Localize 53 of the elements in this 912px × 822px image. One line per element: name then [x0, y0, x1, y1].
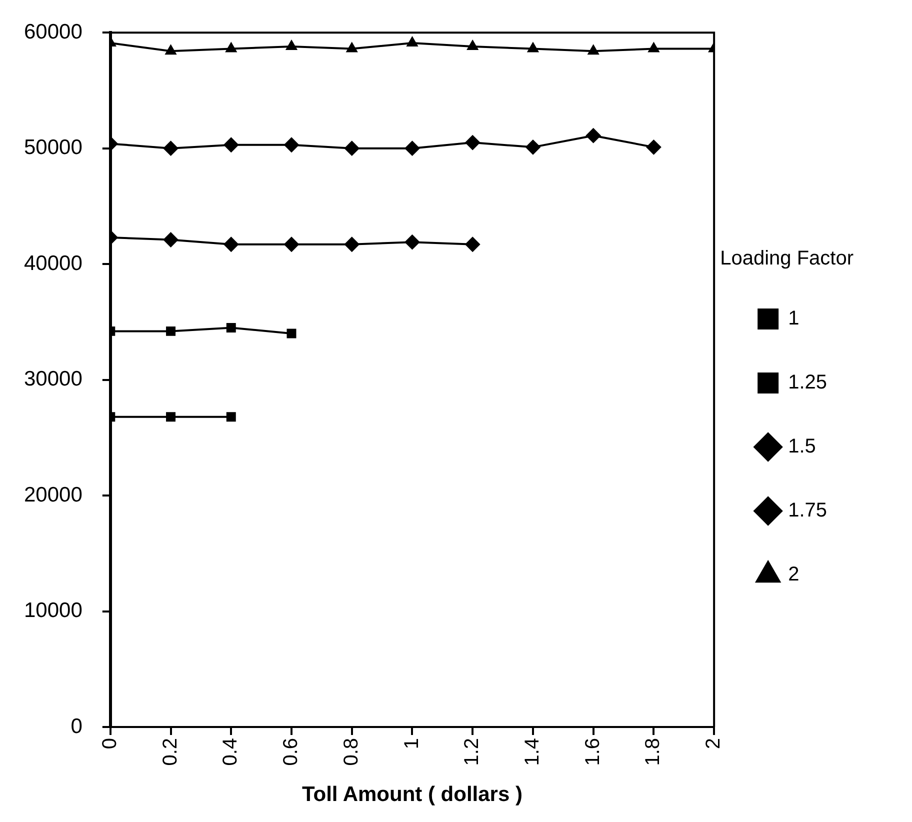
x-tick-label: 1 — [400, 738, 423, 750]
x-tick-label: 1.2 — [461, 738, 484, 766]
y-tick-label: 30000 — [24, 368, 82, 391]
point — [346, 42, 358, 52]
point — [226, 412, 236, 422]
point — [588, 44, 600, 55]
x-tick-label: 0.2 — [159, 738, 182, 766]
point — [284, 236, 299, 252]
legend-title: Loading Factor — [720, 248, 854, 270]
point — [286, 328, 296, 338]
point — [224, 236, 239, 252]
point — [165, 44, 176, 55]
point — [465, 135, 480, 150]
x-tick-label: 0 — [98, 738, 121, 750]
y-tick-label: 50000 — [24, 136, 82, 160]
point — [166, 412, 176, 422]
legend-label: 2 — [788, 564, 800, 586]
point — [465, 236, 480, 252]
point — [163, 140, 178, 156]
point — [225, 42, 237, 52]
legend-label: 1.25 — [788, 372, 828, 394]
x-tick-label: 0.6 — [280, 738, 302, 766]
legend-label: 1.75 — [788, 500, 828, 522]
point — [404, 234, 420, 250]
point — [646, 140, 662, 155]
point — [224, 137, 239, 152]
x-tick-label: 1.6 — [582, 738, 604, 766]
x-tick-label: 0.4 — [220, 738, 242, 766]
x-axis-title: Toll Amount ( dollars ) — [302, 783, 522, 806]
point — [344, 236, 360, 252]
point — [286, 40, 298, 50]
point — [406, 36, 418, 47]
point — [226, 322, 236, 332]
point — [284, 137, 299, 152]
x-tick-label: 1.4 — [521, 738, 544, 766]
point — [527, 42, 539, 52]
point — [466, 40, 478, 50]
point — [404, 140, 420, 156]
y-tick-label: 40000 — [24, 252, 82, 275]
x-tick-label: 2 — [702, 738, 725, 750]
y-tick-label: 20000 — [24, 483, 82, 506]
legend-label: 1.5 — [788, 436, 816, 458]
point — [163, 232, 178, 248]
x-tick-label: 1.8 — [642, 738, 664, 766]
point — [166, 326, 176, 336]
y-tick-label: 10000 — [24, 599, 82, 622]
point — [586, 128, 601, 144]
point — [344, 140, 360, 156]
legend-label: 1 — [788, 308, 800, 330]
point — [648, 42, 660, 52]
y-tick-label: 60000 — [24, 20, 82, 44]
x-tick-label: 0.8 — [340, 738, 362, 766]
point — [525, 140, 540, 155]
